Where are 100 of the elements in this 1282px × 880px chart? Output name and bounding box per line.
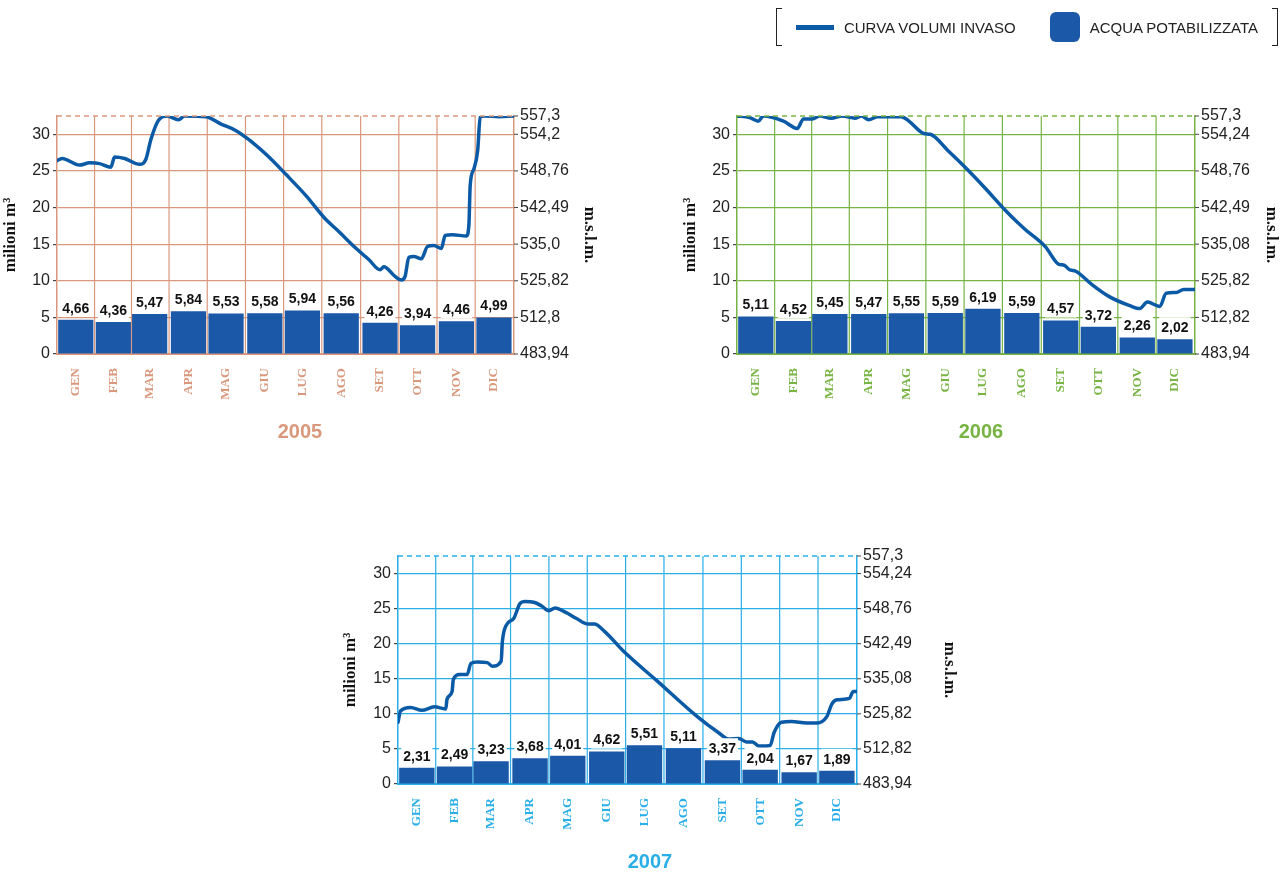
text: 525,82: [1201, 271, 1251, 289]
data-label: 4,62: [593, 731, 621, 748]
x-tick-label: GIU: [256, 367, 272, 393]
legend-label: CURVA VOLUMI INVASO: [843, 18, 1016, 36]
data-label: 5,47: [136, 293, 164, 310]
x-tick-label: OTT: [408, 367, 424, 396]
data-label: 3,37: [708, 740, 737, 757]
x-tick-label: MAR: [141, 367, 157, 400]
bar: [208, 313, 244, 354]
x-tick-label: AGO: [332, 368, 348, 398]
x-tick-label: LUG: [635, 798, 651, 827]
text: 512,82: [1201, 307, 1251, 325]
bar: [284, 310, 321, 354]
x-tick-label: DIC: [485, 368, 501, 392]
bar: [399, 325, 436, 354]
data-label: 2,49: [440, 746, 469, 763]
text: 557,3: [1201, 106, 1242, 124]
x-tick-label: FEB: [104, 367, 120, 394]
bar: [58, 319, 94, 354]
y-tick-label: 15: [32, 234, 51, 252]
x-tick-label: OTT: [1089, 367, 1105, 396]
bar: [476, 317, 512, 354]
y-tick-label: 15: [712, 234, 731, 252]
bar: [1043, 320, 1079, 354]
text: 512,8: [520, 307, 561, 325]
x-tick-label: AGO: [1013, 368, 1029, 398]
y2-axis-title: m.s.l.m.: [941, 641, 961, 699]
data-label: 5,45: [816, 293, 844, 310]
bar: [738, 316, 774, 354]
x-tick-label: FEB: [445, 797, 461, 824]
bar: [1157, 339, 1193, 354]
data-label: 4,46: [442, 301, 471, 318]
y-tick-label: 20: [712, 197, 731, 215]
text: 512,82: [863, 739, 913, 757]
text: 483,94: [520, 344, 570, 362]
data-label: 4,01: [554, 735, 582, 752]
data-label: 5,94: [288, 290, 317, 307]
text: 542,49: [520, 197, 570, 215]
text: 548,76: [520, 161, 570, 179]
data-label: 5,11: [670, 728, 697, 745]
text: 542,49: [1201, 197, 1251, 215]
x-tick-label: NOV: [447, 367, 463, 397]
x-tick-label: SET: [371, 367, 387, 393]
y-tick-label: 30: [712, 124, 731, 142]
x-tick-label: GEN: [408, 797, 424, 827]
data-label: 3,23: [477, 741, 505, 758]
bar: [851, 313, 887, 354]
y2-axis-title: m.s.l.m.: [1263, 206, 1282, 264]
bar: [965, 308, 1001, 354]
y-tick-label: 25: [32, 161, 51, 179]
bar: [399, 767, 435, 784]
data-label: 3,68: [516, 738, 544, 755]
text: 535,08: [863, 669, 913, 687]
data-label: 6,19: [969, 288, 997, 305]
x-tick-label: GIU: [936, 367, 952, 393]
data-label: 5,59: [931, 292, 960, 309]
y-tick-label: 5: [382, 739, 392, 757]
x-tick-label: MAG: [217, 368, 233, 400]
y-tick-label: 15: [373, 669, 392, 687]
text: 557,3: [863, 546, 904, 564]
x-tick-label: MAR: [482, 797, 498, 830]
y-axis-title: milioni m³: [0, 197, 19, 273]
data-label: 5,56: [327, 293, 356, 310]
text: 554,2: [520, 124, 561, 142]
data-label: 4,99: [480, 297, 508, 314]
y-tick-label: 20: [32, 197, 51, 215]
bar: [888, 313, 925, 354]
x-tick-label: DIC: [828, 798, 844, 822]
x-tick-label: GEN: [67, 367, 83, 397]
data-label: 3,72: [1084, 306, 1113, 323]
y-tick-label: 0: [382, 774, 392, 792]
x-tick-label: NOV: [1128, 367, 1144, 397]
bar: [170, 311, 207, 354]
data-label: 4,52: [779, 300, 808, 317]
bar: [665, 748, 702, 784]
data-label: 4,66: [62, 299, 90, 316]
bar: [742, 769, 778, 784]
bar: [589, 751, 625, 784]
x-tick-label: SET: [1052, 367, 1068, 393]
y-axis-title: milioni m³: [339, 632, 359, 708]
bar: [626, 745, 663, 784]
y-tick-label: 0: [41, 344, 51, 362]
bar: [550, 755, 586, 784]
data-label: 2,31: [403, 747, 431, 764]
text: 548,76: [863, 599, 913, 617]
text: 535,0: [520, 234, 561, 252]
data-label: 3,94: [403, 305, 432, 322]
x-tick-label: APR: [179, 367, 195, 395]
x-tick-label: NOV: [790, 797, 806, 827]
x-tick-label: FEB: [784, 367, 800, 394]
x-tick-label: OTT: [751, 797, 767, 826]
y-tick-label: 25: [712, 161, 731, 179]
y-tick-label: 10: [712, 271, 731, 289]
data-label: 1,89: [823, 750, 851, 767]
text: 542,49: [863, 634, 913, 652]
text: 2007: [627, 849, 673, 872]
data-label: 4,57: [1047, 300, 1075, 317]
y-axis-title: milioni m³: [679, 197, 699, 273]
y-tick-label: 10: [373, 704, 392, 722]
x-tick-label: MAR: [821, 367, 837, 400]
